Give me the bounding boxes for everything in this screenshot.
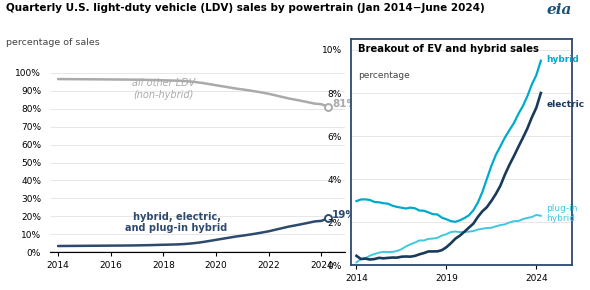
Text: Quarterly U.S. light-duty vehicle (LDV) sales by powertrain (Jan 2014−June 2024): Quarterly U.S. light-duty vehicle (LDV) … <box>6 3 484 13</box>
Text: 19%: 19% <box>332 211 357 220</box>
Text: hybrid: hybrid <box>546 55 579 64</box>
Text: electric: electric <box>546 100 584 109</box>
Text: all other LDV
(non-hybrid): all other LDV (non-hybrid) <box>132 78 195 100</box>
Text: 81%: 81% <box>332 99 357 109</box>
Text: plug-in
hybrid: plug-in hybrid <box>546 204 578 223</box>
Text: hybrid, electric,
and plug-in hybrid: hybrid, electric, and plug-in hybrid <box>126 212 228 233</box>
Text: eia: eia <box>547 3 572 17</box>
Text: percentage of sales: percentage of sales <box>6 38 100 47</box>
Text: percentage: percentage <box>358 71 409 80</box>
Text: Breakout of EV and hybrid sales: Breakout of EV and hybrid sales <box>358 44 539 54</box>
